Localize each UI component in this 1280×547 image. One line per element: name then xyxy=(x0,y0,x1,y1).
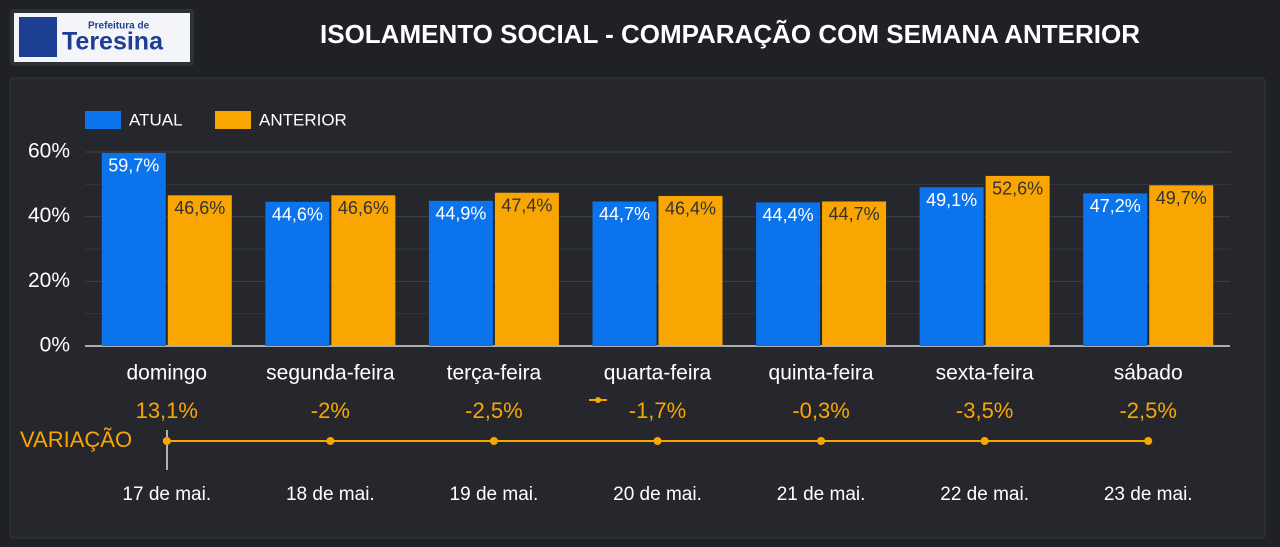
bar xyxy=(658,195,723,346)
value-label: 46,6% xyxy=(338,198,389,218)
value-label: 49,7% xyxy=(1156,188,1207,208)
variation-point xyxy=(489,437,498,445)
bar xyxy=(167,195,232,346)
bar xyxy=(428,200,493,346)
variation-point xyxy=(162,437,171,445)
value-label: 13,1% xyxy=(136,398,198,423)
bar xyxy=(101,152,166,346)
legend-label: ATUAL xyxy=(129,110,183,129)
bar xyxy=(822,201,887,346)
value-label: 49,1% xyxy=(926,190,977,210)
x-tick-label: 20 de mai. xyxy=(613,484,702,505)
bar xyxy=(331,195,396,346)
variation-point xyxy=(980,437,989,445)
value-label: 44,7% xyxy=(599,204,650,224)
value-label: 44,4% xyxy=(763,205,814,225)
value-label: 46,4% xyxy=(665,199,716,219)
bar xyxy=(494,192,559,346)
value-label: 44,7% xyxy=(829,204,880,224)
bar xyxy=(1149,185,1214,346)
value-label: 47,4% xyxy=(501,195,552,215)
bar xyxy=(985,175,1050,346)
value-label: -2,5% xyxy=(465,398,522,423)
x-tick-label: segunda-feira xyxy=(266,362,395,385)
value-label: 59,7% xyxy=(108,156,159,176)
y-tick-label: 0% xyxy=(40,334,70,357)
x-tick-label: 23 de mai. xyxy=(1104,484,1193,505)
x-tick-label: sábado xyxy=(1114,362,1183,385)
x-tick-label: sexta-feira xyxy=(936,362,1034,385)
variation-point xyxy=(653,437,662,445)
value-label: 44,6% xyxy=(272,205,323,225)
value-label: 47,2% xyxy=(1090,196,1141,216)
bar xyxy=(592,201,657,346)
x-tick-label: quinta-feira xyxy=(769,362,874,385)
y-tick-label: 40% xyxy=(28,204,70,227)
value-label: 52,6% xyxy=(992,179,1043,199)
value-label: -3,5% xyxy=(956,398,1013,423)
bar xyxy=(919,187,984,346)
x-tick-label: 17 de mai. xyxy=(122,484,211,505)
value-label: -2,5% xyxy=(1119,398,1176,423)
value-label: 44,9% xyxy=(435,204,486,224)
value-label: 46,6% xyxy=(174,198,225,218)
x-tick-label: 22 de mai. xyxy=(940,484,1029,505)
x-tick-label: 18 de mai. xyxy=(286,484,375,505)
y-tick-label: 20% xyxy=(28,269,70,292)
variation-point xyxy=(326,437,335,445)
x-tick-label: quarta-feira xyxy=(604,362,712,385)
series-label: VARIAÇÃO xyxy=(20,427,132,452)
variation-point xyxy=(1144,437,1153,445)
x-tick-label: terça-feira xyxy=(447,362,542,385)
legend-swatch xyxy=(215,111,251,129)
legend-label: ANTERIOR xyxy=(259,110,347,129)
bar xyxy=(1083,193,1148,346)
x-tick-label: 21 de mai. xyxy=(777,484,866,505)
x-tick-label: 19 de mai. xyxy=(450,484,539,505)
variation-point xyxy=(817,437,826,445)
value-label: -1,7% xyxy=(629,398,686,423)
bar xyxy=(756,202,821,346)
value-label: -2% xyxy=(311,398,350,423)
legend-swatch xyxy=(85,111,121,129)
logo-emblem xyxy=(19,17,57,57)
page-title: ISOLAMENTO SOCIAL - COMPARAÇÃO COM SEMAN… xyxy=(320,19,1140,49)
value-label: -0,3% xyxy=(792,398,849,423)
logo-small: Prefeitura de xyxy=(88,21,150,32)
line-legend-dot xyxy=(595,397,601,403)
x-tick-label: domingo xyxy=(127,362,208,385)
bar xyxy=(265,201,330,346)
y-tick-label: 60% xyxy=(28,140,70,163)
logo-big: Teresina xyxy=(62,28,164,56)
